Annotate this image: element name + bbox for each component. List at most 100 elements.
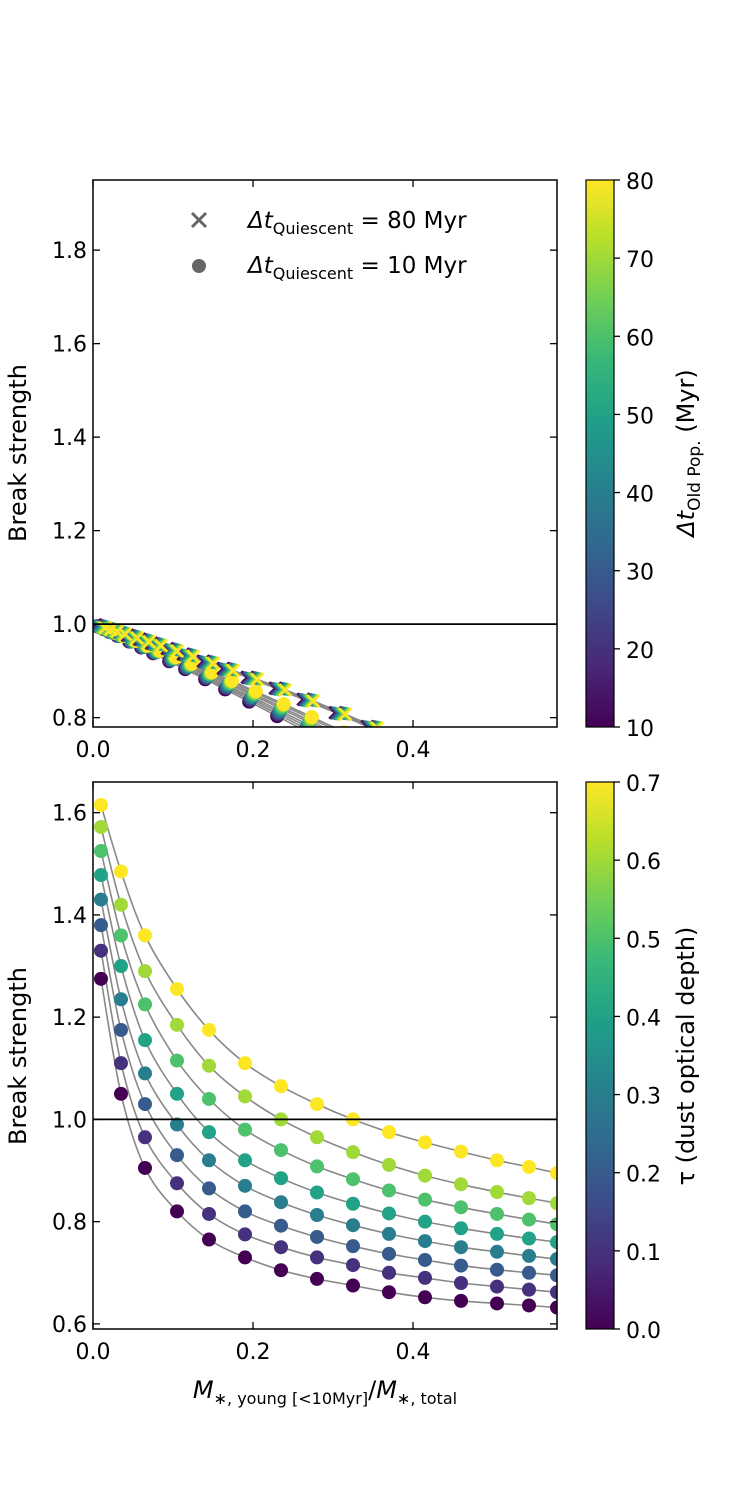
cross-stroke [531,802,543,814]
dot-point [465,791,479,805]
dot-point [494,817,508,831]
dot-point [546,863,560,877]
tau-point [418,1135,432,1150]
cross-stroke [498,784,510,796]
bottom-xtick-label: 0.0 [76,1340,111,1365]
tau-point [274,1143,288,1158]
cross-point [495,784,507,796]
tau-point [274,1218,288,1233]
cross-point [338,707,353,722]
cross-stroke [527,801,539,813]
cross-stroke [462,767,474,779]
tau-point [418,1290,432,1305]
dot-point [432,776,446,790]
bottom-ytick-label: 1.2 [52,1006,87,1031]
cross-stroke [494,783,506,795]
bottom-axes-frame [92,781,558,1330]
dot-point [367,746,381,760]
tau-point [310,1250,324,1265]
tau-point [454,1177,468,1192]
dot-point [342,726,344,727]
top-xtick-label: 0.0 [76,738,111,763]
top-colorbar-gradient [585,179,615,728]
tau-point [202,1181,216,1196]
cross-stroke [306,694,321,708]
tau-point [550,1285,557,1300]
bottom-colorbar-label: τ (dust optical depth) [672,927,700,1186]
cross-point [545,814,557,826]
top-ytick-label: 0.8 [52,707,87,732]
tau-curve [100,850,557,1225]
tau-point [382,1183,396,1198]
cross-stroke [460,767,472,779]
tau-point [550,1235,557,1250]
cross-point [494,783,506,795]
cross-stroke [527,801,539,813]
dot-point [549,854,563,868]
bottom-ytick-label: 0.8 [52,1211,87,1236]
tau-point [138,1160,152,1175]
dot-point [523,846,537,860]
tau-point [550,1217,557,1232]
cross-point [457,766,469,778]
dot-point [334,731,348,745]
tau-point [94,971,108,986]
dot-point [395,773,409,787]
tau-curve [100,899,557,1260]
cross-stroke [459,766,471,778]
cross-stroke [463,767,475,779]
tau-curve [100,874,557,1243]
dot-point [399,762,413,776]
dot-point [459,809,473,823]
cross-stroke [554,815,566,827]
top-cbar-tick-label: 50 [626,404,654,429]
cross-stroke [431,751,443,763]
dot-point [493,821,507,835]
cross-stroke [498,784,510,796]
cross-point [370,721,385,727]
tau-point [274,1079,288,1094]
top-ylabel: Break strength [4,364,32,542]
cross-point [306,694,321,708]
bottom-ytick-label: 1.0 [52,1108,87,1133]
tau-point [94,798,108,813]
bottom-cbar-tick-label: 0.2 [626,1163,661,1188]
tau-point [310,1159,324,1174]
tau-point [418,1270,432,1285]
tau-point [418,1214,432,1229]
tau-point [274,1240,288,1255]
cross-point [524,801,536,813]
tau-point [170,1086,184,1101]
cross-point [462,767,474,779]
dot-point [491,827,505,841]
dot-point [362,758,376,772]
bottom-cbar-tick-label: 0.7 [626,772,661,797]
tau-point [522,1159,536,1174]
dot-point [525,840,539,854]
cross-stroke [528,801,540,813]
cross-point [154,638,169,653]
cross-stroke [432,751,444,763]
cross-stroke [548,814,560,826]
bottom-colorbar-ticks: 0.0 0.1 0.2 0.3 0.4 0.5 0.6 0.7 [614,772,661,1344]
cross-stroke [492,783,504,795]
tau-point [238,1122,252,1137]
tau-point [550,1300,557,1315]
tau-point [346,1258,360,1273]
bottom-ytick-label: 1.4 [52,904,87,929]
cross-stroke [430,751,442,763]
top-cbar-tick-label: 10 [626,717,654,742]
tau-point [138,1066,152,1081]
bottom-xlabel: M∗, young [<10Myr]/M∗, total [193,1376,457,1408]
tau-point [418,1252,432,1267]
bottom-cbar-tick-label: 0.0 [626,1319,661,1344]
bottom-cbar-tick-label: 0.6 [626,850,661,875]
tau-point [382,1285,396,1300]
cross-stroke [552,815,564,827]
cross-stroke [531,802,543,814]
cross-stroke [524,801,536,813]
tau-point [238,1178,252,1193]
tau-point [346,1172,360,1187]
dot-point [548,857,562,871]
cross-point [130,631,145,645]
